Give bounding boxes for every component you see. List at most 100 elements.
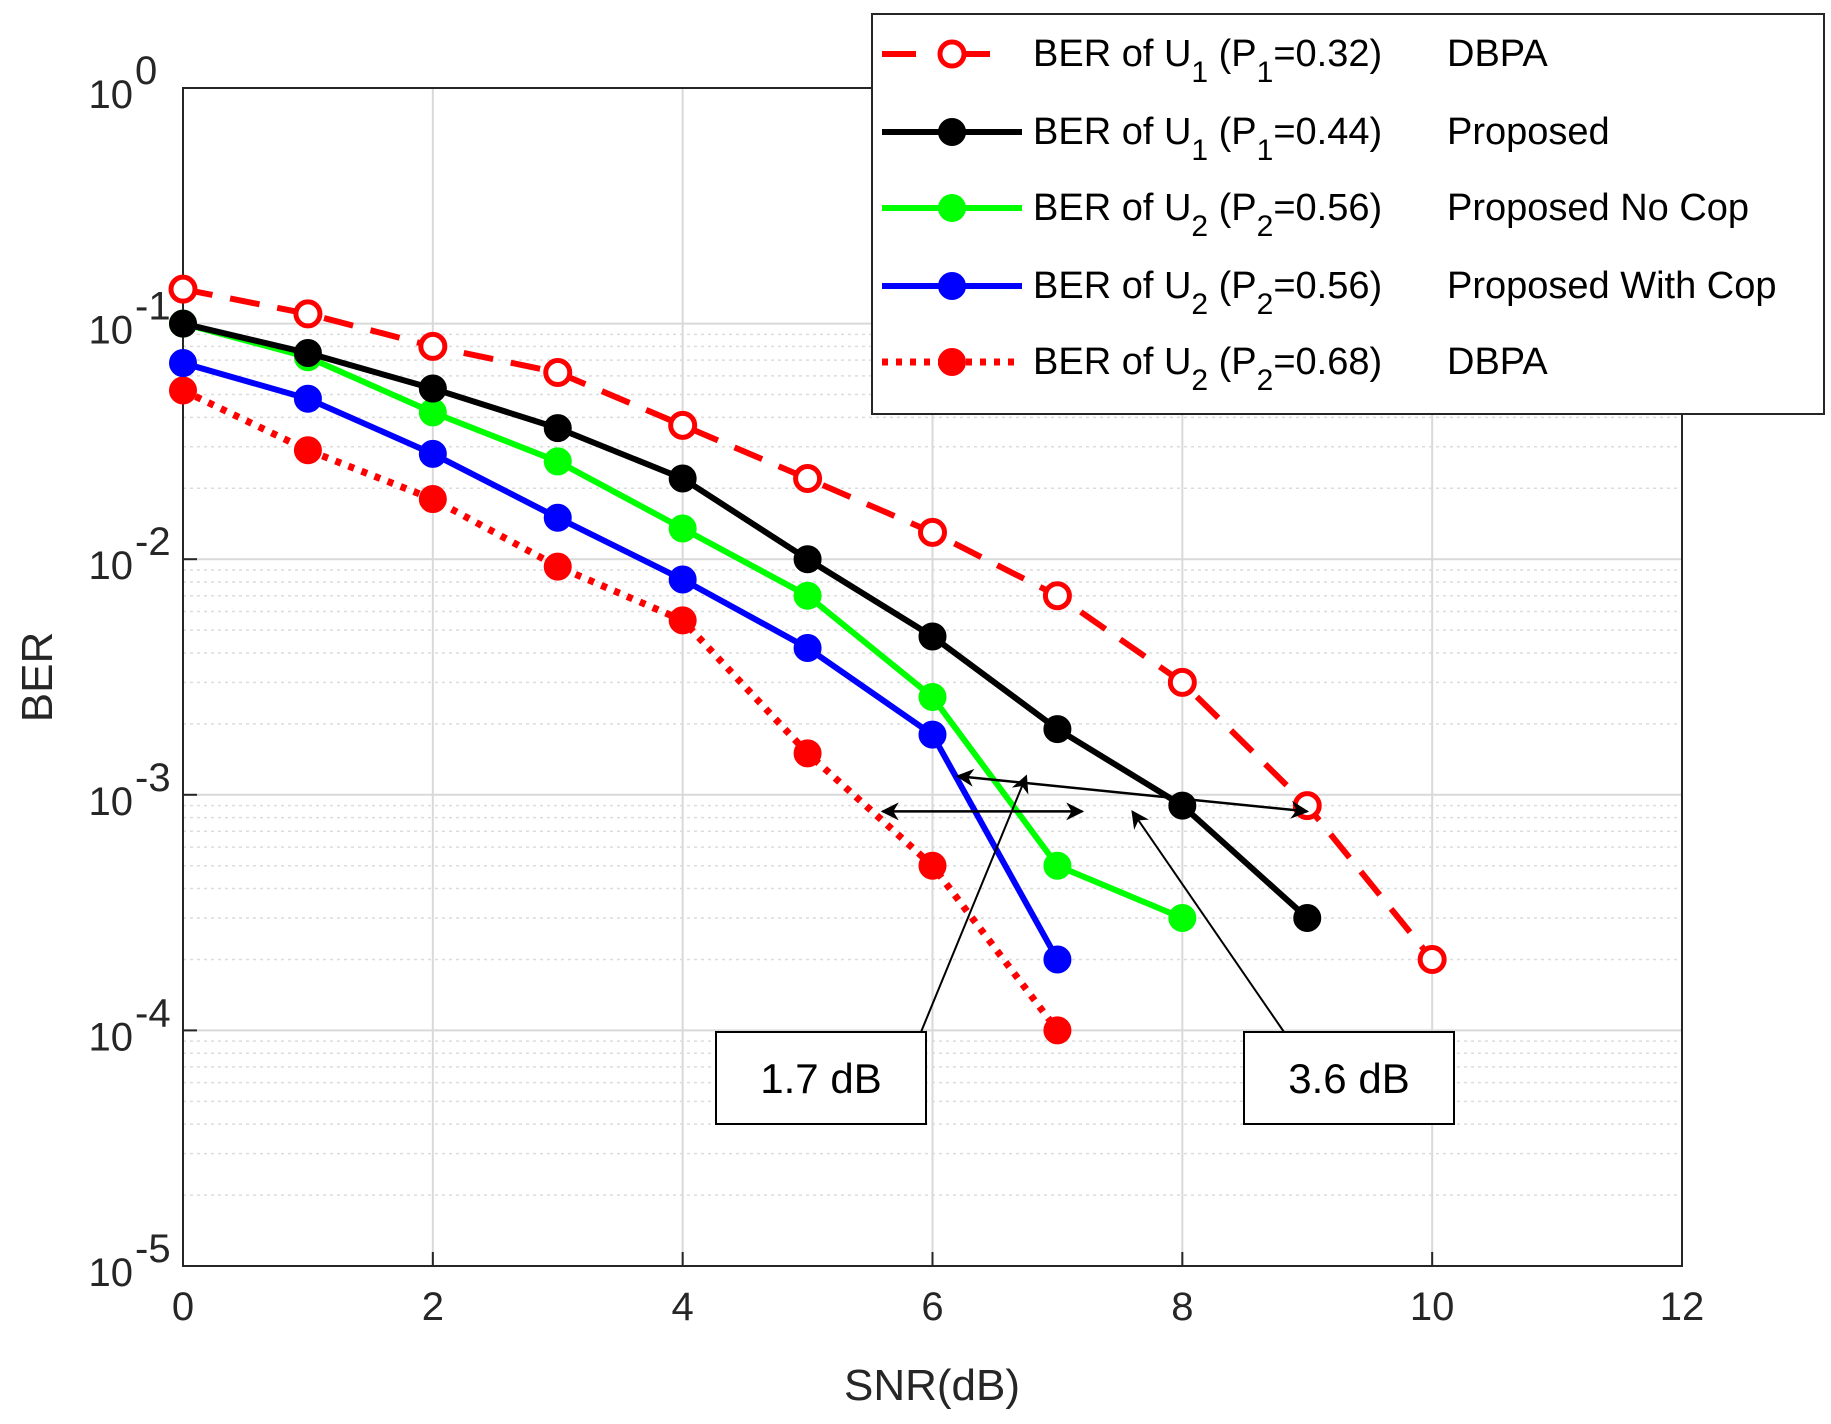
legend-scheme-label: Proposed With Cop <box>1447 265 1777 307</box>
data-point <box>793 545 822 574</box>
annotation-2: 3.6 dB <box>955 768 1455 1125</box>
data-point <box>1168 791 1197 820</box>
series-5 <box>169 376 1072 1045</box>
y-tick-label: 10 <box>89 1015 134 1059</box>
data-point <box>668 606 697 635</box>
data-point <box>668 514 697 543</box>
data-point <box>1168 903 1197 932</box>
legend-marker <box>938 194 966 222</box>
data-point <box>169 309 197 338</box>
legend-entry-5: BER of U2 (P2=0.68) DBPA <box>882 341 1548 397</box>
data-point <box>1417 944 1447 974</box>
y-tick-exponent: -5 <box>135 1227 171 1271</box>
data-point <box>918 683 947 712</box>
legend-label: BER of U2 (P2=0.56) <box>1033 265 1382 321</box>
x-tick-label: 0 <box>172 1285 194 1329</box>
data-point <box>918 622 947 651</box>
data-point <box>418 485 447 514</box>
data-point <box>793 633 822 662</box>
annotation-layer: 1.7 dB 3.6 dB <box>715 768 1455 1125</box>
data-point <box>169 376 197 405</box>
legend-scheme-label: DBPA <box>1447 341 1548 383</box>
double-arrow <box>955 768 1310 819</box>
data-point <box>1042 581 1072 611</box>
x-tick-label: 4 <box>672 1285 694 1329</box>
data-point <box>1043 715 1072 744</box>
data-point <box>918 517 947 547</box>
data-point <box>293 436 322 465</box>
x-tick-label: 10 <box>1410 1285 1455 1329</box>
y-tick-label: 10 <box>89 544 134 588</box>
annotation-box <box>1243 1031 1455 1125</box>
legend-box <box>871 13 1825 415</box>
data-point <box>793 739 822 768</box>
annotation-box <box>715 1031 927 1125</box>
data-point <box>543 358 573 388</box>
data-point <box>543 503 572 532</box>
data-point <box>169 349 197 378</box>
y-tick-exponent: -4 <box>135 991 171 1035</box>
legend-scheme-label: Proposed No Cop <box>1447 187 1749 229</box>
legend-label: BER of U1 (P1=0.32) <box>1033 33 1382 89</box>
data-point <box>668 565 697 594</box>
data-point <box>1043 1016 1072 1045</box>
data-point <box>418 374 447 403</box>
legend-marker <box>938 118 966 146</box>
legend-entry-2: BER of U1 (P1=0.44) Proposed <box>882 111 1610 167</box>
data-point <box>793 464 823 494</box>
y-axis-label: BER <box>13 632 62 722</box>
series-line <box>182 360 1061 961</box>
y-tick-exponent: -1 <box>135 285 171 329</box>
x-axis-label: SNR(dB) <box>844 1361 1020 1410</box>
y-tick-label: 10 <box>89 73 134 117</box>
callout-arrow <box>920 774 1029 1033</box>
data-point <box>543 552 572 581</box>
legend-entry-3: BER of U2 (P2=0.56) Proposed No Cop <box>882 187 1749 243</box>
series-line <box>181 387 1061 1033</box>
y-tick-exponent: 0 <box>135 49 157 93</box>
data-point <box>1292 791 1322 821</box>
series-line <box>182 286 1435 962</box>
data-point <box>1167 667 1197 697</box>
y-tick-label: 10 <box>89 780 134 824</box>
data-point <box>918 720 947 749</box>
data-point <box>293 339 322 368</box>
data-point <box>793 581 822 610</box>
series-4 <box>169 349 1072 974</box>
legend-label: BER of U2 (P2=0.68) <box>1033 341 1382 397</box>
data-point <box>1293 903 1322 932</box>
data-point <box>293 299 323 329</box>
legend-marker <box>937 39 967 69</box>
legend-entry-4: BER of U2 (P2=0.56) Proposed With Cop <box>882 265 1777 321</box>
data-point <box>1043 945 1072 974</box>
y-tick-exponent: -2 <box>135 520 171 564</box>
annotation-text: 1.7 dB <box>760 1055 881 1102</box>
legend-label: BER of U1 (P1=0.44) <box>1033 111 1382 167</box>
data-point <box>668 464 697 493</box>
legend-scheme-label: DBPA <box>1447 33 1548 75</box>
callout-arrow <box>1131 809 1285 1033</box>
legend-label: BER of U2 (P2=0.56) <box>1033 187 1382 243</box>
legend-marker <box>938 348 966 376</box>
data-point <box>418 398 447 427</box>
legend: BER of U1 (P1=0.32) DBPA BER of U1 (P1=0.4… <box>871 13 1825 415</box>
data-point <box>418 331 448 361</box>
legend-marker <box>938 272 966 300</box>
data-point <box>293 384 322 413</box>
x-tick-label: 12 <box>1660 1285 1705 1329</box>
x-tick-label: 6 <box>921 1285 943 1329</box>
data-point <box>918 851 947 880</box>
data-point <box>543 414 572 443</box>
legend-scheme-label: Proposed <box>1447 111 1610 153</box>
series-line <box>182 320 1310 921</box>
data-point <box>543 447 572 476</box>
y-tick-label: 10 <box>89 1251 134 1295</box>
annotation-text: 3.6 dB <box>1288 1055 1409 1102</box>
x-tick-label: 2 <box>422 1285 444 1329</box>
data-point <box>168 274 198 304</box>
y-tick-label: 10 <box>89 309 134 353</box>
data-point <box>1043 851 1072 880</box>
data-point <box>668 410 698 440</box>
